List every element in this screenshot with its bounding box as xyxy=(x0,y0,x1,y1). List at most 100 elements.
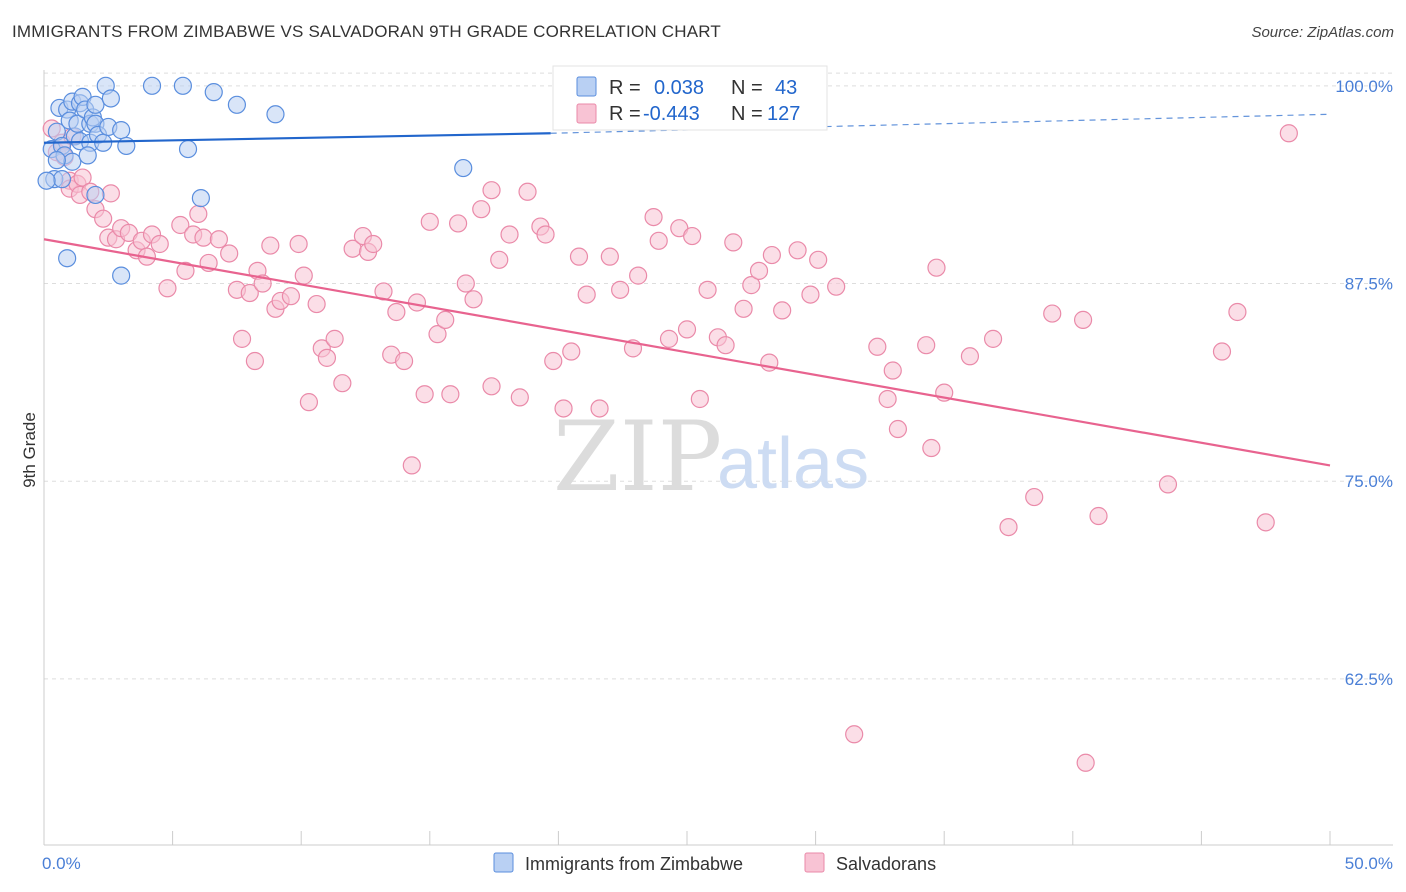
salvadorans-point xyxy=(101,184,120,203)
stats-swatch-pink xyxy=(576,103,597,124)
salvadorans-point xyxy=(456,274,475,293)
salvadorans-point xyxy=(281,287,301,306)
zimbabwe-point xyxy=(86,95,105,114)
stats-n-label-pink: N = xyxy=(731,103,763,125)
salvadorans-point xyxy=(724,233,743,252)
x-tick-label-min: 0.0% xyxy=(42,854,81,873)
salvadorans-point xyxy=(307,294,326,314)
zimbabwe-trend-line xyxy=(43,132,551,144)
salvadorans-point xyxy=(158,279,177,298)
salvadorans-point xyxy=(407,293,427,312)
salvadorans-point xyxy=(1025,487,1044,507)
zimbabwe-point xyxy=(191,189,210,208)
salvadorans-point xyxy=(510,388,529,407)
zimbabwe-point xyxy=(101,89,120,108)
salvadorans-point xyxy=(762,245,781,265)
salvadorans-point xyxy=(441,385,460,404)
salvadorans-point xyxy=(577,285,596,304)
trend-lines xyxy=(43,113,1331,467)
legend-label-salvadorans: Salvadorans xyxy=(836,854,936,874)
zimbabwe-trend-extension xyxy=(550,113,1331,134)
salvadorans-point xyxy=(294,266,313,285)
zimbabwe-point xyxy=(37,171,56,190)
legend-swatch-salvadorans xyxy=(804,852,825,873)
bottom-legend: Immigrants from Zimbabwe Salvadorans xyxy=(493,852,936,874)
salvadorans-point xyxy=(983,329,1003,348)
y-tick-label: 62.5% xyxy=(1345,670,1393,689)
salvadorans-point xyxy=(189,204,208,224)
salvadorans-point xyxy=(220,244,239,263)
zimbabwe-point xyxy=(227,95,246,114)
salvadorans-point xyxy=(176,261,195,280)
salvadorans-point xyxy=(888,419,908,439)
legend-label-zimbabwe: Immigrants from Zimbabwe xyxy=(525,854,743,874)
salvadorans-point xyxy=(240,283,259,303)
salvadorans-point xyxy=(428,325,447,344)
salvadorans-point xyxy=(883,361,902,380)
source-label: Source: ZipAtlas.com xyxy=(1251,24,1394,41)
salvadorans-point xyxy=(590,399,609,418)
salvadorans-point xyxy=(364,234,383,254)
salvadorans-point xyxy=(518,182,537,201)
stats-n-label-blue: N = xyxy=(731,77,763,99)
salvadorans-point xyxy=(150,234,169,254)
salvadorans-point xyxy=(690,389,709,409)
salvadorans-point xyxy=(600,247,619,266)
salvadorans-point xyxy=(917,336,936,355)
zimbabwe-point xyxy=(112,121,131,140)
salvadorans-point xyxy=(742,276,761,295)
zimbabwe-point xyxy=(78,146,97,165)
salvadorans-point xyxy=(845,725,864,744)
watermark-atlas: atlas xyxy=(717,424,869,504)
zimbabwe-point xyxy=(266,105,285,124)
salvadorans-point xyxy=(317,348,337,367)
salvadorans-point xyxy=(927,258,946,277)
salvadorans-point xyxy=(698,280,717,299)
axes xyxy=(43,70,1393,846)
salvadorans-point xyxy=(1076,753,1095,772)
zimbabwe-point xyxy=(117,136,136,156)
salvadorans-point xyxy=(333,374,352,393)
salvadorans-point xyxy=(472,200,491,219)
zimbabwe-point xyxy=(454,158,473,178)
y-tick-label: 75.0% xyxy=(1345,472,1393,491)
stats-box: R = 0.038 N = 43 R = -0.443 N = 127 xyxy=(552,65,828,131)
stats-n-value-blue: 43 xyxy=(775,77,797,99)
salvadorans-point xyxy=(1089,506,1108,526)
salvadorans-point xyxy=(801,285,820,304)
zimbabwe-points xyxy=(37,76,473,285)
x-tick-label-max: 50.0% xyxy=(1345,854,1393,873)
salvadorans-point xyxy=(1158,475,1178,494)
gridlines xyxy=(44,72,1393,680)
salvadorans-point xyxy=(464,290,483,309)
salvadorans-point xyxy=(827,277,846,296)
salvadorans-point xyxy=(1212,342,1232,361)
salvadorans-point xyxy=(1073,310,1093,329)
watermark-zip: ZIP xyxy=(553,401,722,513)
salvadorans-point xyxy=(922,438,941,458)
salvadorans-point xyxy=(809,250,828,269)
salvadorans-point xyxy=(960,347,980,366)
y-tick-label: 100.0% xyxy=(1335,77,1393,96)
stats-r-label-pink: R = xyxy=(609,103,641,125)
salvadorans-point xyxy=(482,377,501,396)
zimbabwe-point xyxy=(178,139,198,159)
stats-r-label-blue: R = xyxy=(609,77,641,99)
zimbabwe-point xyxy=(63,152,82,171)
salvadorans-point xyxy=(289,234,308,254)
salvadorans-point xyxy=(644,207,663,227)
salvadorans-point xyxy=(245,351,265,371)
salvadorans-point xyxy=(94,209,113,228)
salvadorans-point xyxy=(659,329,679,348)
salvadorans-point xyxy=(773,301,792,320)
salvadorans-point xyxy=(999,517,1018,537)
salvadorans-point xyxy=(1256,513,1275,532)
zimbabwe-point xyxy=(204,83,223,102)
salvadorans-point xyxy=(716,336,735,355)
salvadorans-point xyxy=(482,181,501,200)
stats-swatch-blue xyxy=(576,76,597,97)
salvadorans-point xyxy=(1043,304,1062,323)
zimbabwe-point xyxy=(47,151,66,170)
salvadorans-point xyxy=(261,236,280,255)
